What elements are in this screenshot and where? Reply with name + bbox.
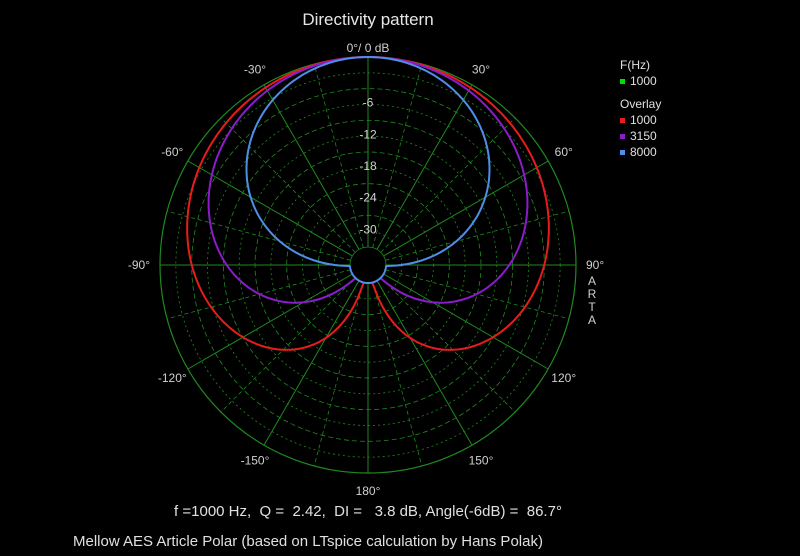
- angle-tick-label: -60°: [161, 145, 183, 159]
- angle-tick-label: 180°: [356, 484, 381, 498]
- chart-title: Directivity pattern: [302, 10, 434, 29]
- grid-spoke: [383, 160, 549, 257]
- grid-spoke: [187, 273, 353, 370]
- arta-letter: A: [587, 274, 596, 288]
- angle-tick-label: 90°: [586, 258, 604, 272]
- legend-label-main: 1000: [630, 74, 657, 88]
- radial-tick-label: -24: [359, 191, 377, 205]
- series-curve-8000: [245, 55, 491, 284]
- radial-tick-label: -6: [363, 96, 374, 110]
- legend: F(Hz) 1000 Overlay 1000 3150 8000: [620, 57, 661, 160]
- grid-spoke: [313, 282, 364, 467]
- radial-top-label: 0°/ 0 dB: [347, 41, 390, 55]
- radial-tick-label: -18: [359, 159, 377, 173]
- grid-spoke: [380, 117, 516, 253]
- legend-swatch-3150: [620, 133, 625, 139]
- angle-tick-label: -120°: [158, 371, 187, 385]
- angle-tick-label: 30°: [472, 62, 490, 76]
- legend-item-8000: 8000: [620, 144, 661, 160]
- legend-label-1000: 1000: [630, 113, 657, 127]
- angle-tick-label: -90°: [128, 258, 150, 272]
- grid-spoke: [187, 160, 353, 257]
- radial-tick-label: -12: [359, 127, 377, 141]
- angle-tick-label: 120°: [551, 371, 576, 385]
- legend-label-3150: 3150: [630, 129, 657, 143]
- legend-item-main: 1000: [620, 73, 661, 89]
- grid-spoke: [383, 273, 549, 370]
- legend-swatch-1000: [620, 117, 625, 123]
- angle-tick-label: 60°: [555, 145, 573, 159]
- footer-caption: Mellow AES Article Polar (based on LTspi…: [73, 533, 543, 550]
- arta-letter: T: [588, 300, 596, 314]
- legend-header-overlay: Overlay: [620, 97, 662, 111]
- grid-spoke: [376, 84, 473, 250]
- legend-item-3150: 3150: [620, 128, 661, 144]
- grid-spoke: [372, 63, 423, 248]
- grid-spoke: [166, 210, 351, 261]
- legend-swatch-8000: [620, 149, 625, 155]
- arta-letter: A: [587, 313, 596, 327]
- angle-tick-label: -30°: [244, 62, 266, 76]
- legend-swatch-main: [620, 78, 625, 84]
- legend-item-1000: 1000: [620, 112, 661, 128]
- grid-spoke: [313, 63, 364, 248]
- legend-label-8000: 8000: [630, 145, 657, 159]
- legend-header-frequency: F(Hz): [620, 58, 650, 72]
- grid-spoke: [220, 117, 356, 253]
- grid-spoke: [380, 277, 516, 413]
- angle-tick-label: -150°: [241, 454, 270, 468]
- grid-spoke: [372, 282, 423, 467]
- grid-spoke: [263, 280, 360, 446]
- center-hole: [351, 248, 385, 282]
- arta-letter: R: [587, 287, 597, 301]
- angle-tick-label: 150°: [469, 454, 494, 468]
- radial-tick-label: -30: [359, 222, 377, 236]
- grid-spoke: [385, 210, 570, 261]
- grid-spoke: [263, 84, 360, 250]
- grid-spoke: [220, 277, 356, 413]
- grid-spoke: [376, 280, 473, 446]
- info-line: f =1000 Hz, Q = 2.42, DI = 3.8 dB, Angle…: [174, 503, 562, 520]
